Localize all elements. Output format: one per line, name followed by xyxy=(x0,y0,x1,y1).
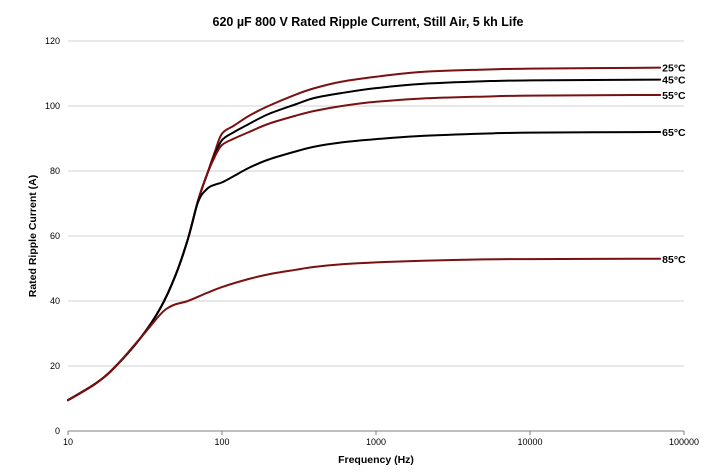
y-tick-label: 40 xyxy=(50,296,60,306)
y-tick-label: 60 xyxy=(50,231,60,241)
series-labels: 25°C45°C 55°C 65°C 85°C xyxy=(662,63,686,266)
series-lines xyxy=(67,66,662,402)
x-tick-label: 10000 xyxy=(517,437,542,447)
x-axis-title: Frequency (Hz) xyxy=(338,454,414,466)
y-tick-label: 0 xyxy=(55,426,60,436)
series-line-85c xyxy=(67,257,662,402)
series-label-25c: 25°C xyxy=(662,63,686,75)
x-tick-label: 1000 xyxy=(366,437,386,447)
x-tick-label: 100000 xyxy=(669,437,699,447)
y-tick-label: 120 xyxy=(45,36,60,46)
y-axis-title: Rated Ripple Current (A) xyxy=(27,175,39,298)
chart-title: 620 µF 800 V Rated Ripple Current, Still… xyxy=(213,15,524,29)
series-label-65c: 65°C xyxy=(662,127,686,139)
axes xyxy=(67,430,685,435)
series-label-55c: 55°C xyxy=(662,90,686,102)
y-tick-label: 80 xyxy=(50,166,60,176)
y-tick-label: 20 xyxy=(50,361,60,371)
x-tick-label: 10 xyxy=(63,437,73,447)
y-tick-labels: 0 20 40 60 80 100 120 xyxy=(45,36,60,436)
series-label-85c: 85°C xyxy=(662,254,686,266)
y-tick-label: 100 xyxy=(45,101,60,111)
x-tick-labels: 10 100 1000 10000 100000 xyxy=(63,437,699,447)
x-tick-label: 100 xyxy=(214,437,229,447)
gridlines xyxy=(68,40,684,367)
series-line-65c xyxy=(67,131,662,402)
series-label-45c: 45°C xyxy=(662,75,686,87)
